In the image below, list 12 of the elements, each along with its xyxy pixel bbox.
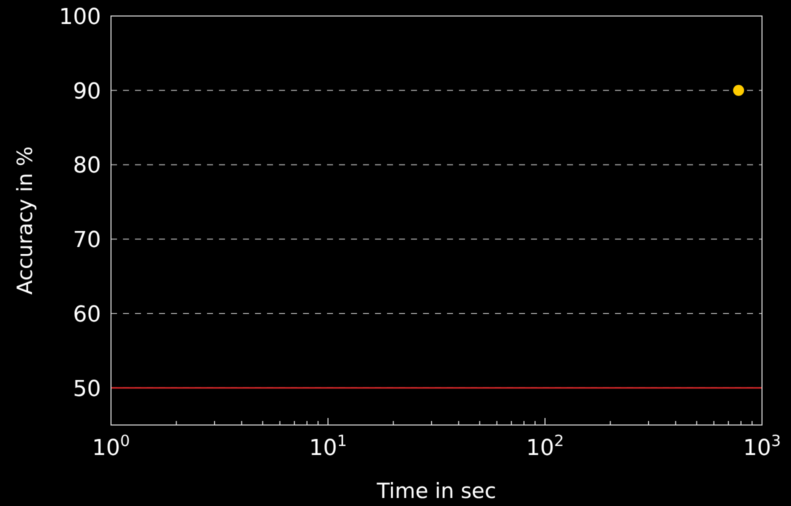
x-tick-label: 10$^{2}$ bbox=[526, 432, 564, 461]
y-tick-label: 70 bbox=[73, 228, 101, 254]
x-tick-label: 10$^{1}$ bbox=[309, 432, 347, 461]
y-tick-label: 80 bbox=[73, 154, 101, 179]
y-axis-title: Accuracy in % bbox=[13, 146, 37, 295]
y-tick-label: 50 bbox=[73, 376, 101, 402]
x-tick-label: 10$^{0}$ bbox=[92, 432, 130, 461]
x-axis-title: Time in sec bbox=[376, 479, 496, 503]
y-tick-label: 90 bbox=[73, 79, 101, 104]
y-tick-label: 100 bbox=[59, 5, 101, 30]
y-tick-label: 60 bbox=[73, 302, 101, 328]
x-tick-label: 10$^{3}$ bbox=[743, 432, 781, 461]
